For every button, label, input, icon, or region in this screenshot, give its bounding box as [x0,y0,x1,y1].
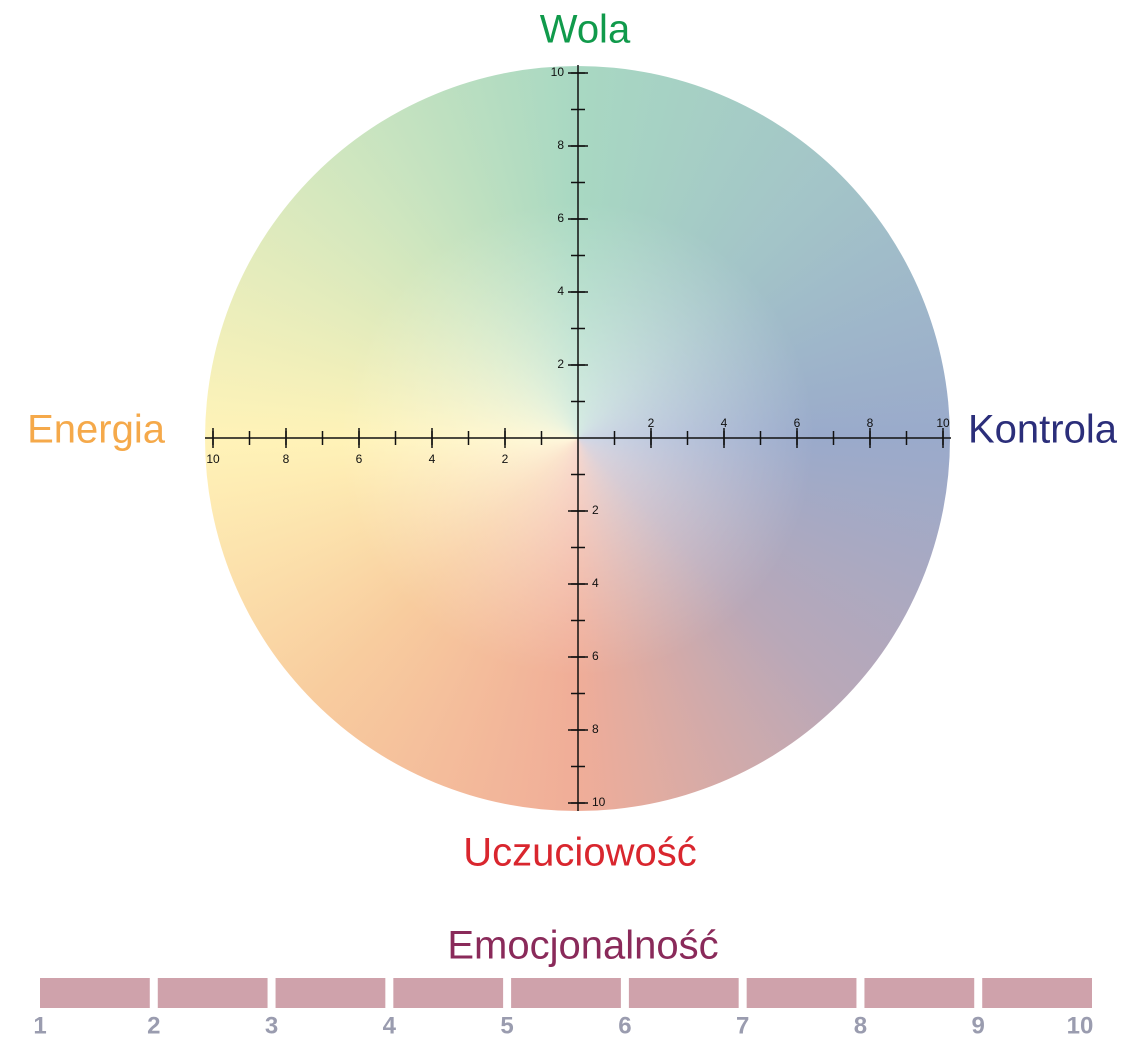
left-label: Energia [27,408,166,452]
bottom-label: Uczuciowość [463,831,696,875]
scale-label: 9 [972,1012,985,1039]
tick-label: 6 [592,649,599,663]
tick-label: 2 [557,357,564,371]
top-label: Wola [540,8,631,52]
scale-label: 1 [33,1012,46,1039]
scale-segment [275,978,386,1008]
scale-label: 10 [1067,1012,1094,1039]
scale-segment [40,978,150,1008]
tick-label: 4 [721,416,728,430]
scale-segment [864,978,975,1008]
scale-title: Emocjonalność [447,924,718,968]
tick-label: 10 [551,65,565,79]
tick-label: 10 [592,795,606,809]
tick-label: 4 [429,452,436,466]
scale-label: 2 [147,1012,160,1039]
scale-label: 7 [736,1012,749,1039]
tick-label: 2 [592,503,599,517]
tick-label: 8 [867,416,874,430]
scale-segment [393,978,504,1008]
tick-label: 8 [592,722,599,736]
scale-segment [746,978,857,1008]
scale-label: 4 [383,1012,397,1039]
scale-segment [511,978,621,1008]
scale-segment [157,978,268,1008]
scale-label: 6 [618,1012,631,1039]
tick-label: 10 [206,452,220,466]
tick-label: 6 [356,452,363,466]
tick-label: 2 [502,452,509,466]
tick-label: 6 [557,211,564,225]
right-label: Kontrola [968,408,1118,452]
scale-label: 5 [500,1012,513,1039]
scale-segment [628,978,739,1008]
scale-label: 8 [854,1012,867,1039]
tick-label: 6 [794,416,801,430]
tick-label: 4 [592,576,599,590]
tick-label: 8 [557,138,564,152]
tick-label: 2 [648,416,655,430]
scale-label: 3 [265,1012,278,1039]
tick-label: 4 [557,284,564,298]
scale-segment [982,978,1092,1008]
tick-label: 8 [283,452,290,466]
tick-label: 10 [936,416,950,430]
